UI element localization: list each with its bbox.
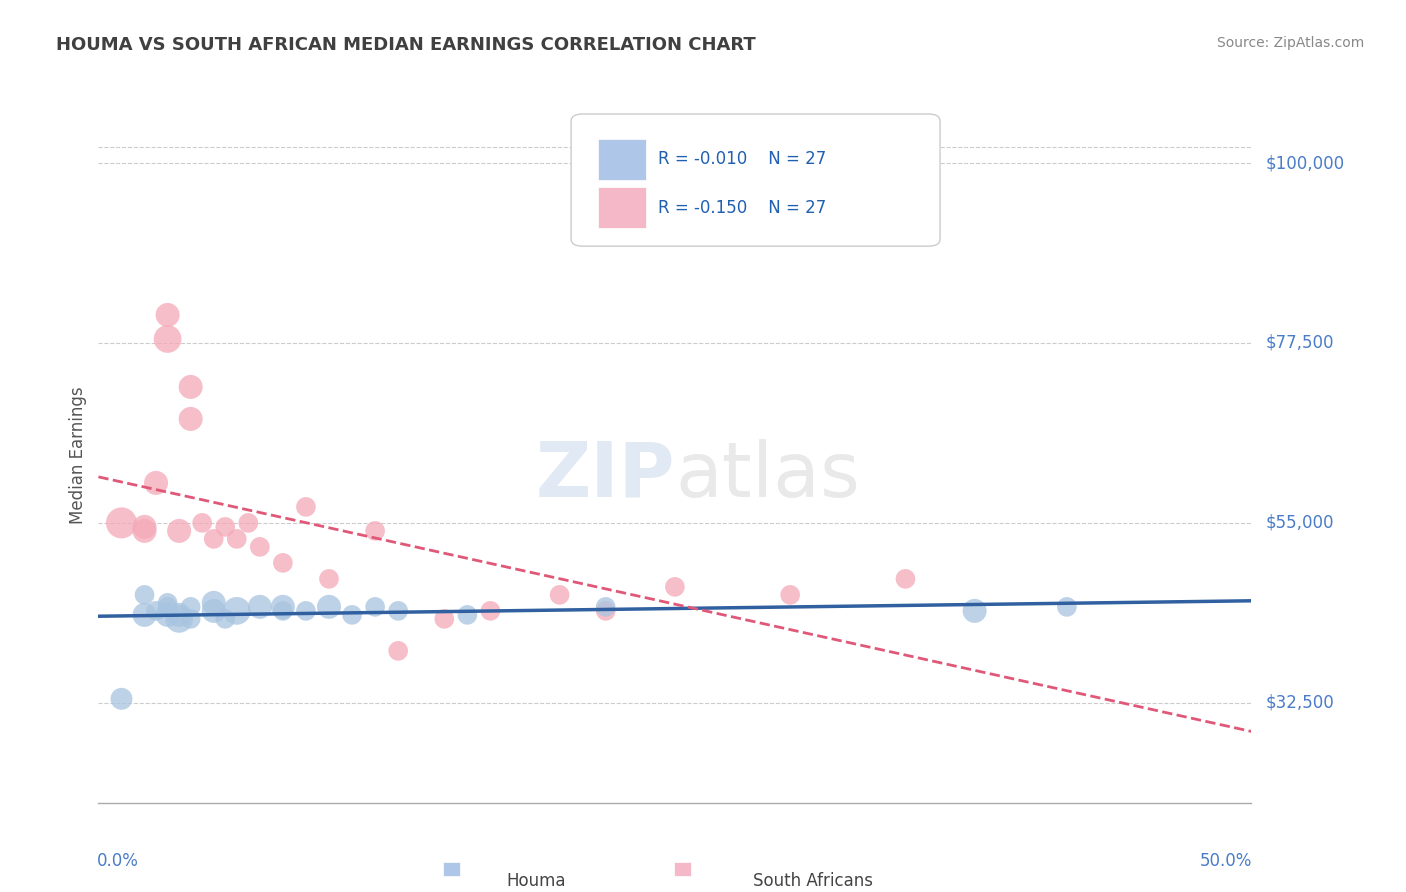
Text: South Africans: South Africans [754, 872, 873, 890]
Point [340, 607, 363, 622]
FancyBboxPatch shape [443, 862, 460, 876]
Point [318, 572, 340, 586]
Point [238, 516, 260, 530]
Point [156, 332, 179, 346]
FancyBboxPatch shape [598, 138, 647, 180]
Point [202, 532, 225, 546]
Point [387, 644, 409, 658]
Text: 50.0%: 50.0% [1201, 852, 1253, 870]
Point [779, 588, 801, 602]
Point [214, 520, 236, 534]
Text: $55,000: $55,000 [1265, 514, 1334, 532]
Text: atlas: atlas [675, 439, 859, 513]
Text: ZIP: ZIP [536, 439, 675, 513]
FancyBboxPatch shape [673, 862, 690, 876]
Point [295, 604, 318, 618]
Text: 0.0%: 0.0% [97, 852, 139, 870]
Point [167, 607, 190, 622]
Point [295, 500, 318, 514]
Point [180, 380, 202, 394]
Point [595, 599, 617, 614]
Point [191, 516, 214, 530]
Point [202, 596, 225, 610]
Point [1056, 599, 1078, 614]
Point [167, 524, 190, 538]
Point [271, 599, 294, 614]
Point [145, 604, 167, 618]
Point [180, 612, 202, 626]
Point [180, 599, 202, 614]
Text: Source: ZipAtlas.com: Source: ZipAtlas.com [1216, 36, 1364, 50]
Point [110, 516, 132, 530]
Point [664, 580, 686, 594]
Point [156, 596, 179, 610]
FancyBboxPatch shape [571, 114, 941, 246]
Point [156, 607, 179, 622]
Text: Houma: Houma [506, 872, 567, 890]
Point [225, 532, 247, 546]
Point [110, 691, 132, 706]
Point [249, 540, 271, 554]
Point [249, 599, 271, 614]
Point [479, 604, 502, 618]
Text: R = -0.150    N = 27: R = -0.150 N = 27 [658, 199, 825, 217]
Point [271, 604, 294, 618]
Point [202, 604, 225, 618]
Point [145, 475, 167, 490]
Point [134, 524, 156, 538]
Point [214, 612, 236, 626]
Point [134, 607, 156, 622]
Point [387, 604, 409, 618]
Point [134, 588, 156, 602]
Text: R = -0.010    N = 27: R = -0.010 N = 27 [658, 150, 825, 169]
FancyBboxPatch shape [598, 187, 647, 228]
Point [364, 599, 387, 614]
Point [225, 604, 247, 618]
Point [433, 612, 456, 626]
Point [456, 607, 478, 622]
Text: $100,000: $100,000 [1265, 154, 1344, 172]
Text: HOUMA VS SOUTH AFRICAN MEDIAN EARNINGS CORRELATION CHART: HOUMA VS SOUTH AFRICAN MEDIAN EARNINGS C… [56, 36, 756, 54]
Point [318, 599, 340, 614]
Point [134, 520, 156, 534]
Point [156, 308, 179, 322]
Y-axis label: Median Earnings: Median Earnings [69, 386, 87, 524]
Text: $32,500: $32,500 [1265, 694, 1334, 712]
Point [364, 524, 387, 538]
Point [963, 604, 986, 618]
Point [548, 588, 571, 602]
Point [595, 604, 617, 618]
Point [156, 599, 179, 614]
Point [180, 412, 202, 426]
Text: $77,500: $77,500 [1265, 334, 1334, 352]
Point [271, 556, 294, 570]
Point [167, 612, 190, 626]
Point [894, 572, 917, 586]
